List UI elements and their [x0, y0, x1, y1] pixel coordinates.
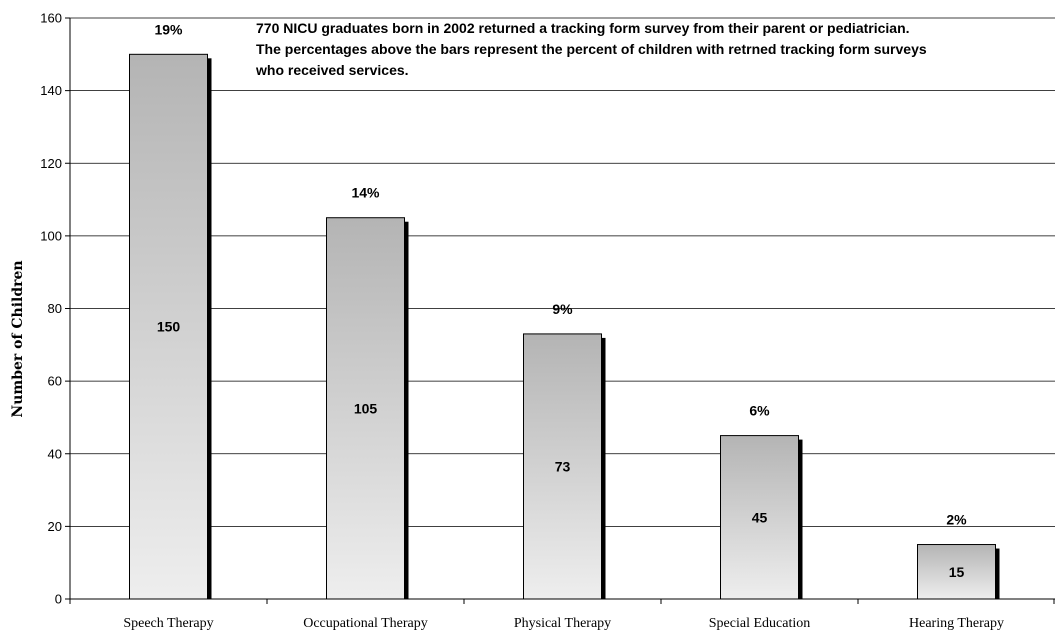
bar-value-label: 15 — [949, 564, 965, 580]
bar-value-label: 45 — [752, 509, 768, 525]
bar — [129, 53, 208, 600]
bar — [720, 435, 799, 600]
x-category-label: Special Education — [709, 616, 810, 631]
bar-percent-label: 19% — [154, 21, 183, 37]
bar — [523, 333, 602, 600]
x-category-label: Occupational Therapy — [303, 616, 428, 631]
y-tick-label: 0 — [55, 592, 62, 607]
y-tick-label: 160 — [40, 11, 62, 26]
y-tick-label: 140 — [40, 83, 62, 98]
bar-value-label: 150 — [157, 319, 181, 335]
labels: 0 20 40 60 80 100 120 140 160 150 19% Speech Therap… — [40, 11, 1004, 631]
bar — [917, 544, 996, 600]
x-category-label: Hearing Therapy — [909, 616, 1004, 631]
bar-percent-label: 14% — [351, 185, 380, 201]
chart-note: 770 NICU graduates born in 2002 returned… — [255, 20, 927, 78]
bar-percent-label: 9% — [552, 301, 573, 317]
x-category-label: Speech Therapy — [123, 616, 213, 631]
chart-note-line: who received services. — [255, 62, 409, 78]
bars — [129, 53, 1000, 600]
chart-note-line: 770 NICU graduates born in 2002 returned… — [256, 20, 910, 36]
y-axis-label: Number of Children — [10, 260, 26, 417]
chart-note-line: The percentages above the bars represent… — [256, 41, 927, 57]
y-tick-label: 40 — [48, 446, 62, 461]
y-tick-label: 80 — [48, 301, 62, 316]
y-tick-label: 120 — [40, 156, 62, 171]
bar-value-label: 73 — [555, 458, 571, 474]
bar-percent-label: 6% — [749, 403, 770, 419]
y-tick-label: 20 — [48, 519, 62, 534]
y-tick-label: 100 — [40, 228, 62, 243]
bar-percent-label: 2% — [946, 512, 967, 528]
bar — [326, 217, 405, 600]
y-tick-label: 60 — [48, 374, 62, 389]
bar-value-label: 105 — [354, 400, 378, 416]
x-category-label: Physical Therapy — [514, 616, 611, 631]
